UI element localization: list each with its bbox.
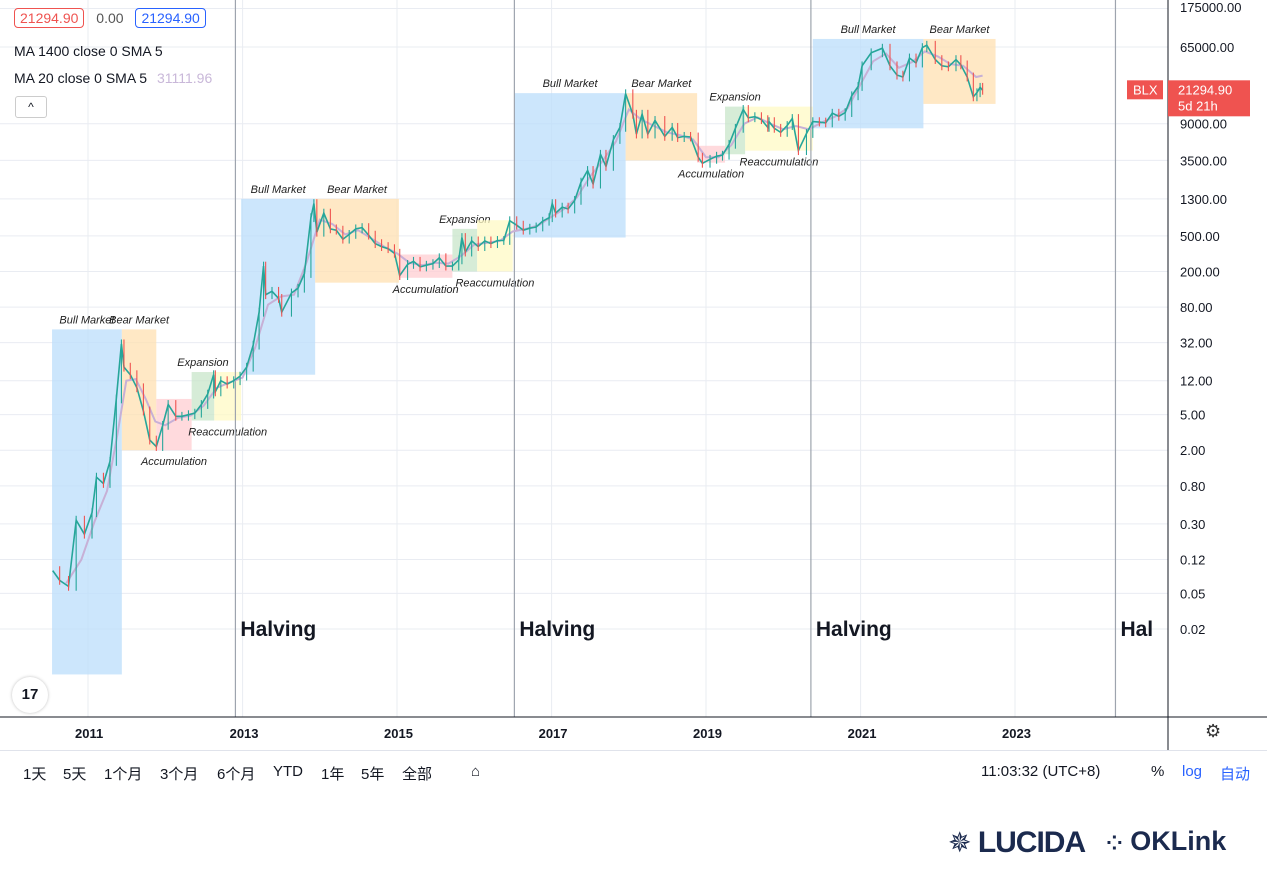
range-button-3m[interactable]: 3个月	[160, 766, 199, 783]
y-tick-label: 0.12	[1180, 552, 1205, 567]
range-button-1y[interactable]: 1年	[321, 766, 345, 783]
y-tick-label: 175000.00	[1180, 0, 1241, 15]
phase-box	[315, 198, 399, 283]
phase-label: Reaccumulation	[455, 277, 534, 289]
range-button-5d[interactable]: 5天	[63, 766, 87, 783]
price-box-left: 21294.90	[14, 8, 85, 28]
phase-box	[191, 372, 215, 421]
phase-label: Bear Market	[109, 314, 170, 326]
collapse-legend-button[interactable]: ^	[15, 96, 47, 118]
phase-box	[625, 93, 698, 161]
x-tick-label: 2013	[230, 726, 259, 741]
x-tick-label: 2017	[539, 726, 568, 741]
phase-label: Accumulation	[392, 284, 459, 296]
percent-toggle[interactable]: %	[1151, 763, 1165, 780]
y-tick-label: 1300.00	[1180, 192, 1227, 207]
phase-label: Bull Market	[251, 184, 307, 196]
range-button-all[interactable]: 全部	[402, 766, 433, 783]
lucida-star-icon: ✵	[948, 827, 971, 858]
phase-label: Accumulation	[677, 169, 744, 181]
compare-range-icon[interactable]: ⌂	[471, 763, 481, 780]
y-tick-label: 32.00	[1180, 336, 1213, 351]
phase-label: Bear Market	[631, 78, 692, 90]
ma1400-label: MA 1400 close 0 SMA 5	[14, 43, 163, 59]
tradingview-logo-text: 17	[21, 686, 39, 703]
legend-row: 21294.90 0.00 21294.90	[14, 8, 206, 28]
gear-icon[interactable]: ⚙	[1205, 721, 1222, 741]
phase-box	[812, 38, 924, 129]
x-tick-label: 2023	[1002, 726, 1031, 741]
lucida-label: LUCIDA	[977, 826, 1086, 859]
candle-countdown: 5d 21h	[1178, 98, 1218, 113]
range-button-1m[interactable]: 1个月	[104, 766, 143, 783]
phase-label: Bull Market	[543, 78, 599, 90]
phase-label: Reaccumulation	[188, 427, 267, 439]
x-tick-label: 2021	[848, 726, 877, 741]
range-button-5y[interactable]: 5年	[361, 766, 385, 783]
phase-label: Bull Market	[59, 314, 115, 326]
ma20-legend[interactable]: MA 20 close 0 SMA 5 31111.96	[14, 70, 212, 86]
auto-toggle[interactable]: 自动	[1220, 766, 1251, 783]
last-price-tag	[1168, 80, 1250, 117]
clock-label[interactable]: 11:03:32 (UTC+8)	[981, 763, 1101, 780]
ticker-symbol-tag	[1127, 80, 1163, 100]
bottom-toolbar: 1天 5天 1个月 3个月 6个月 YTD 1年 5年 全部 ⌂ 11:03:3…	[0, 750, 1267, 793]
y-tick-label: 12.00	[1180, 374, 1213, 389]
chevron-up-icon: ^	[28, 100, 34, 114]
ma20-label: MA 20 close 0 SMA 5	[14, 70, 148, 86]
phase-box	[121, 329, 157, 451]
phase-label: Reaccumulation	[740, 157, 819, 169]
y-tick-label: 9000.00	[1180, 117, 1227, 132]
phase-label: Expansion	[177, 357, 228, 369]
halving-label: Halving	[519, 618, 595, 641]
y-tick-label: 2.00	[1180, 443, 1205, 458]
y-tick-label: 500.00	[1180, 229, 1220, 244]
range-button-1d[interactable]: 1天	[23, 766, 47, 783]
price-box-right: 21294.90	[135, 8, 206, 28]
x-tick-label: 2015	[384, 726, 413, 741]
oklink-dots-icon: ⁘	[1106, 833, 1123, 855]
y-tick-label: 80.00	[1180, 300, 1213, 315]
range-button-ytd[interactable]: YTD	[273, 763, 303, 780]
phase-box	[52, 329, 122, 675]
phase-label: Accumulation	[140, 456, 207, 468]
phase-box	[923, 38, 996, 104]
y-tick-label: 0.02	[1180, 622, 1205, 637]
x-tick-label: 2011	[75, 726, 103, 741]
ticker-symbol: BLX	[1133, 82, 1158, 97]
y-tick-label: 200.00	[1180, 264, 1220, 279]
ma1400-legend[interactable]: MA 1400 close 0 SMA 5	[14, 43, 163, 59]
range-button-6m[interactable]: 6个月	[217, 766, 256, 783]
y-tick-label: 0.05	[1180, 586, 1205, 601]
oklink-label: OKLink	[1130, 826, 1227, 856]
phase-box	[697, 145, 726, 163]
log-toggle[interactable]: log	[1182, 763, 1203, 780]
change-value: 0.00	[96, 10, 124, 26]
chart-area[interactable]: Bull Market Bear Market Accumulation Expans…	[0, 0, 1267, 793]
y-tick-label: 0.80	[1180, 479, 1205, 494]
y-tick-label: 5.00	[1180, 408, 1205, 423]
ma20-value: 31111.96	[156, 70, 213, 86]
phase-label: Bear Market	[327, 184, 388, 196]
halving-label: Halving	[816, 618, 892, 641]
y-tick-label: 65000.00	[1180, 40, 1234, 55]
halving-label: Hal	[1120, 618, 1153, 641]
last-price-value: 21294.90	[1178, 82, 1232, 97]
y-tick-label: 0.30	[1180, 517, 1205, 532]
lucida-logo: ✵ LUCIDA	[948, 826, 1086, 866]
phase-label: Bear Market	[930, 24, 991, 36]
tradingview-logo-icon[interactable]: 17	[12, 677, 48, 713]
phase-label: Bull Market	[841, 24, 897, 36]
y-tick-label: 3500.00	[1180, 153, 1227, 168]
x-tick-label: 2019	[693, 726, 722, 741]
phase-label: Expansion	[709, 92, 760, 104]
phase-box	[514, 93, 626, 238]
oklink-logo: ⁘ OKLink	[1106, 826, 1226, 866]
halving-label: Halving	[240, 618, 316, 641]
